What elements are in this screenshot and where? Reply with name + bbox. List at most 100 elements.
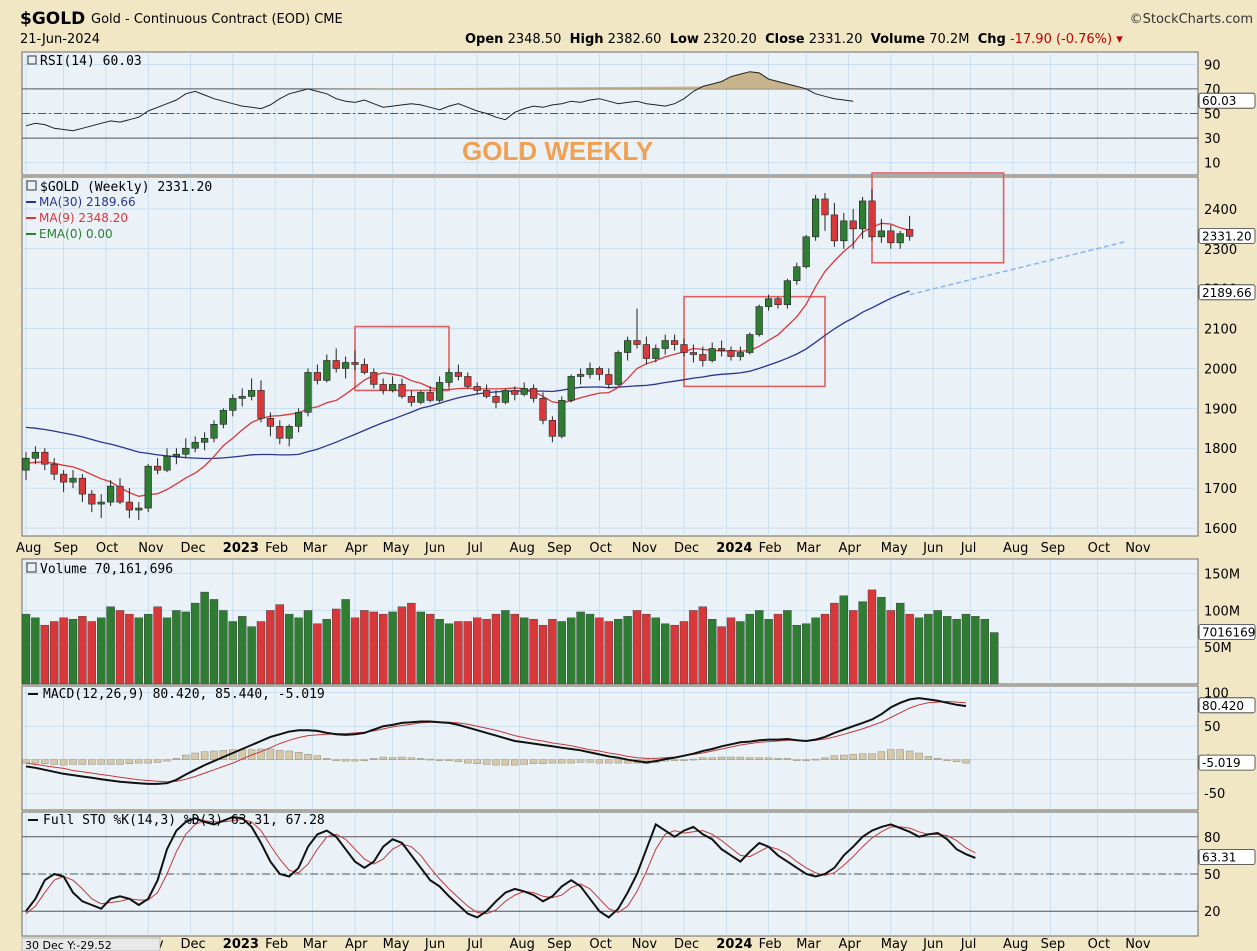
x-axis-label: Sep xyxy=(54,541,79,556)
macd-histogram-bar xyxy=(830,755,839,760)
y-tick-label: 50 xyxy=(1204,108,1221,123)
volume-bar xyxy=(933,610,942,685)
y-tick-label: 30 xyxy=(1204,132,1221,147)
brand-link[interactable]: ©StockCharts.com xyxy=(1130,12,1253,27)
candle-body xyxy=(689,352,697,355)
volume-bar xyxy=(914,617,924,685)
candle-body xyxy=(501,390,510,403)
volume-bar xyxy=(924,613,933,685)
sto-k-line xyxy=(25,815,976,919)
macd-histogram-bar xyxy=(821,757,829,760)
volume-bar xyxy=(444,623,454,685)
macd-histogram-bar xyxy=(332,759,340,761)
volume-bar xyxy=(482,619,491,685)
x-axis-label-bottom: Feb xyxy=(265,937,288,951)
volume-bar xyxy=(454,621,463,685)
x-axis-label-bottom: Mar xyxy=(303,937,328,951)
macd-histogram-bar xyxy=(464,759,472,764)
volume-bar xyxy=(350,617,360,685)
volume-bar xyxy=(802,623,811,685)
ohlc-summary: Open 2348.50 High 2382.60 Low 2320.20 Cl… xyxy=(465,32,1123,47)
x-axis-label-bottom: Jun xyxy=(424,937,445,951)
macd-histogram-bar xyxy=(200,751,209,760)
chart-date: 21-Jun-2024 xyxy=(20,32,101,47)
candle-body xyxy=(50,463,58,475)
y-tick-label: 1900 xyxy=(1204,402,1237,417)
candle-body xyxy=(473,386,481,391)
y-tick-label: 2300 xyxy=(1204,243,1237,258)
volume-bar xyxy=(811,617,820,685)
x-axis-label: Apr xyxy=(345,541,368,556)
x-axis-label-bottom: Mar xyxy=(796,937,821,951)
candle-body xyxy=(370,372,378,385)
volume-bar xyxy=(717,626,726,685)
macd-histogram-bar xyxy=(257,748,265,760)
macd-histogram-bar xyxy=(670,759,679,761)
volume-bar xyxy=(313,623,322,685)
volume-bar xyxy=(736,621,745,685)
macd-histogram-bar xyxy=(88,759,96,765)
candle-body xyxy=(858,200,867,230)
x-axis-label-bottom: Jun xyxy=(922,937,943,951)
macd-histogram-bar xyxy=(125,759,134,764)
volume-bar xyxy=(59,617,68,685)
macd-histogram-bar xyxy=(952,759,961,762)
volume-bar xyxy=(548,619,557,685)
watermark-text: GOLD WEEKLY xyxy=(462,136,653,166)
x-axis-label: Mar xyxy=(303,541,328,556)
x-axis-label-bottom: Aug xyxy=(510,937,535,951)
volume-bar xyxy=(256,621,266,685)
candle-body xyxy=(830,214,838,242)
candle-body xyxy=(558,400,566,437)
volume-bar xyxy=(275,604,284,685)
candle-body xyxy=(793,266,801,282)
macd-histogram-bar xyxy=(680,759,688,761)
macd-histogram-bar xyxy=(276,750,284,760)
volume-bar xyxy=(21,613,31,685)
candle-body xyxy=(717,348,726,351)
x-axis-label: Mar xyxy=(796,541,821,556)
macd-histogram-bar xyxy=(811,758,820,761)
volume-bar xyxy=(604,621,613,685)
x-axis-label: Jun xyxy=(922,541,943,556)
macd-histogram-bar xyxy=(106,759,115,765)
candle-body xyxy=(887,230,895,244)
macd-histogram-bar xyxy=(877,751,886,760)
macd-histogram-bar xyxy=(69,759,77,765)
candle-body xyxy=(529,388,538,399)
candle-body xyxy=(633,340,641,345)
legend-entry: MA(30) 2189.66 xyxy=(39,195,136,209)
macd-histogram-bar xyxy=(388,757,397,760)
volume-bar xyxy=(510,613,519,685)
candle-body xyxy=(539,398,547,421)
macd-histogram-bar xyxy=(445,759,453,761)
volume-bar xyxy=(303,610,313,685)
volume-bar xyxy=(595,617,604,685)
x-axis-label: 2024 xyxy=(716,541,752,556)
macd-histogram-bar xyxy=(163,759,171,762)
volume-bar xyxy=(820,613,830,685)
candle-body xyxy=(388,384,397,391)
x-axis-label-bottom: Feb xyxy=(759,937,782,951)
x-axis-label: Aug xyxy=(1003,541,1028,556)
x-axis-label: Sep xyxy=(547,541,572,556)
y-tick-label: 80 xyxy=(1204,831,1221,846)
volume-bar xyxy=(78,616,87,685)
y-tick-label: 150M xyxy=(1204,568,1240,583)
macd-histogram-bar xyxy=(793,759,801,761)
macd-histogram-bar xyxy=(896,749,904,760)
macd-line xyxy=(25,697,967,785)
volume-bar xyxy=(745,613,754,685)
candle-body xyxy=(595,368,603,375)
x-axis-label: Dec xyxy=(674,541,699,556)
macd-histogram-bar xyxy=(849,754,857,760)
macd-histogram-bar xyxy=(605,759,613,764)
volume-bar xyxy=(40,624,49,685)
macd-histogram-bar xyxy=(764,757,773,760)
y-tick-label: 2100 xyxy=(1204,323,1237,338)
high-label: High xyxy=(569,32,604,47)
brand-name: StockCharts.com xyxy=(1142,12,1253,27)
x-axis-label: Oct xyxy=(96,541,118,556)
high-value: 2382.60 xyxy=(607,32,662,47)
